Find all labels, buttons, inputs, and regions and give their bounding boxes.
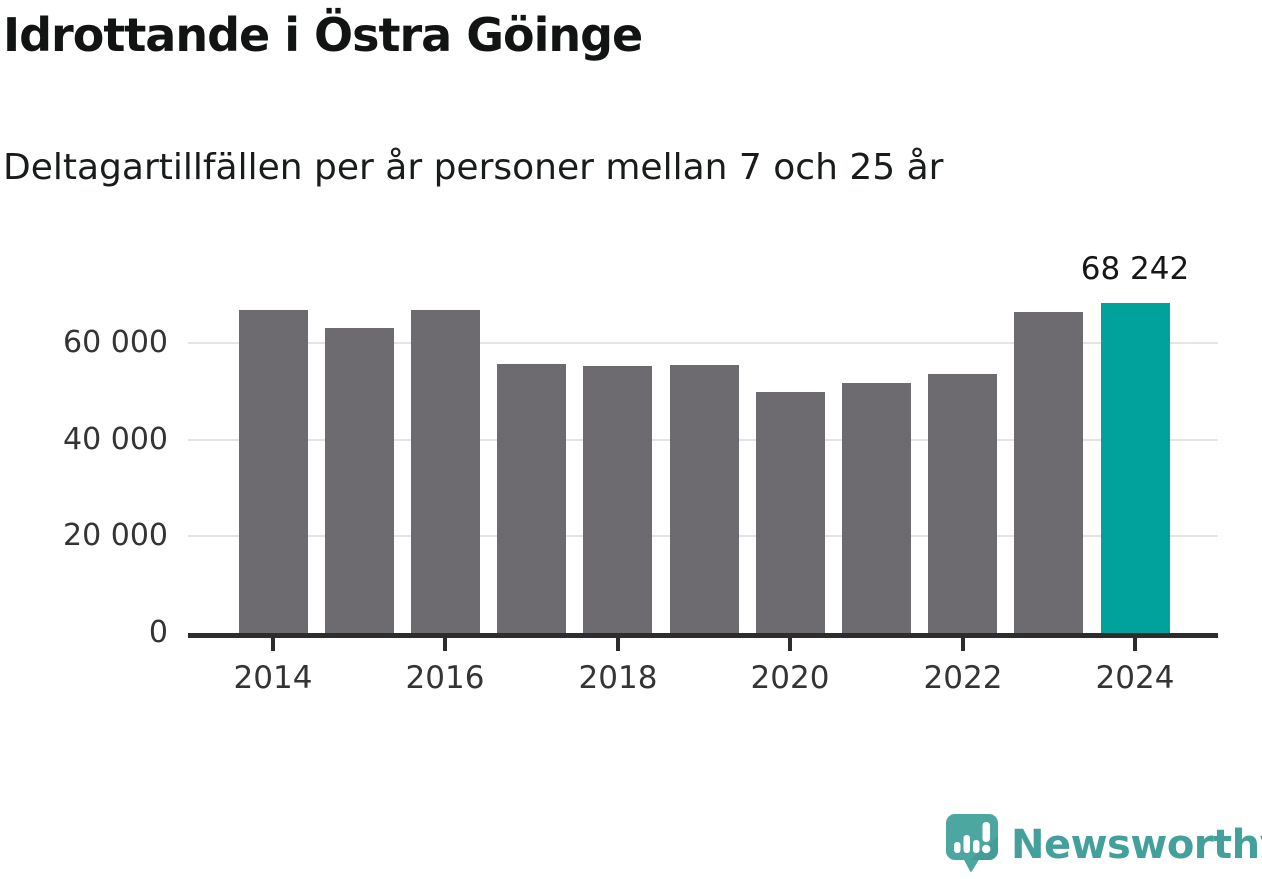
x-tick-label: 2024 — [1095, 660, 1175, 696]
value-annotation: 68 242 — [1080, 251, 1190, 287]
x-tick-label: 2018 — [578, 660, 658, 696]
bar — [583, 366, 652, 633]
gridline — [188, 341, 1218, 344]
newsworthy-speech-bubble-bar-chart-icon — [944, 812, 1001, 878]
chart-title: Idrottande i Östra Göinge — [3, 8, 643, 62]
newsworthy-brand-text: Newsworthy — [1011, 822, 1262, 868]
bar — [497, 364, 566, 633]
x-tick-mark — [961, 638, 965, 651]
y-tick-label: 20 000 — [63, 518, 168, 554]
bar — [411, 310, 480, 633]
bar — [239, 310, 308, 633]
x-axis-line — [188, 633, 1218, 638]
x-tick-label: 2014 — [233, 660, 313, 696]
bar — [928, 374, 997, 633]
x-tick-mark — [443, 638, 447, 651]
bar — [756, 392, 825, 633]
bar — [325, 328, 394, 633]
chart-subtitle: Deltagartillfällen per år personer mella… — [3, 147, 944, 188]
bar — [842, 383, 911, 633]
x-tick-label: 2020 — [750, 660, 830, 696]
x-tick-label: 2016 — [405, 660, 485, 696]
y-tick-label: 60 000 — [63, 324, 168, 360]
bar — [670, 365, 739, 633]
x-tick-mark — [271, 638, 275, 651]
y-tick-label: 40 000 — [63, 421, 168, 457]
newsworthy-logo: Newsworthy — [944, 812, 1262, 878]
x-tick-mark — [788, 638, 792, 651]
x-tick-label: 2022 — [923, 660, 1003, 696]
x-tick-mark — [1133, 638, 1137, 651]
bar-highlighted — [1101, 303, 1170, 633]
x-tick-mark — [616, 638, 620, 651]
bar — [1014, 312, 1083, 633]
y-tick-label: 0 — [148, 615, 168, 650]
